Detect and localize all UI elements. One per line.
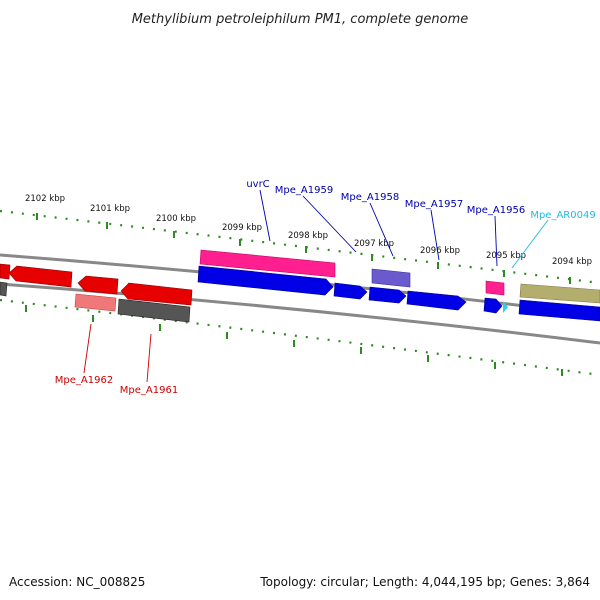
- leader-mpe-a1957: [430, 209, 440, 261]
- ruler-label: 2096 kbp: [420, 246, 460, 256]
- ruler-label: 2098 kbp: [288, 231, 328, 241]
- gene-mpe-ar0049[interactable]: [503, 301, 508, 313]
- leader-mpe-ar0049: [511, 219, 549, 269]
- leader-mpe-a1956: [494, 215, 498, 267]
- label-mpe-a1959[interactable]: Mpe_A1959: [275, 185, 333, 196]
- gene-uvrC[interactable]: [199, 249, 336, 278]
- ruler-label: 2102 kbp: [25, 194, 65, 204]
- ruler-label: 2095 kbp: [486, 251, 526, 261]
- gene-blue-cds[interactable]: [333, 282, 368, 300]
- label-leaders: [83, 189, 549, 383]
- label-mpe-a1962[interactable]: Mpe_A1962: [55, 375, 113, 386]
- gene-red-cds-left[interactable]: [0, 263, 11, 280]
- label-mpe-a1961[interactable]: Mpe_A1961: [120, 385, 178, 396]
- ruler-label: 2100 kbp: [156, 214, 196, 224]
- gene-mpe-a1958[interactable]: [368, 286, 407, 304]
- gene-mpe-a1958-feature[interactable]: [371, 268, 411, 288]
- leader-uvrC: [259, 189, 271, 242]
- gene-grey-feature-left[interactable]: [0, 281, 8, 297]
- reverse-track-cds: [0, 263, 193, 306]
- gene-red-cds[interactable]: [120, 282, 193, 306]
- gene-mpe-a1959[interactable]: [197, 265, 334, 296]
- gene-red-cds[interactable]: [8, 265, 73, 288]
- label-mpe-a1958[interactable]: Mpe_A1958: [341, 192, 399, 203]
- ruler-label: 2099 kbp: [222, 223, 262, 233]
- gene-mpe-a1956[interactable]: [483, 297, 503, 314]
- reverse-track-lower: [0, 281, 191, 323]
- label-uvrC[interactable]: uvrC: [246, 179, 269, 190]
- forward-track-upper: [199, 249, 600, 304]
- outer-ruler: [0, 209, 600, 285]
- ruler-labels: 2102 kbp 2101 kbp 2100 kbp 2099 kbp 2098…: [25, 194, 592, 267]
- gene-mpe-a1961[interactable]: [117, 298, 191, 323]
- accession-text: Accession: NC_008825: [9, 575, 145, 589]
- leader-mpe-a1958: [369, 202, 394, 257]
- gene-olive-feature[interactable]: [519, 283, 600, 304]
- label-mpe-a1957[interactable]: Mpe_A1957: [405, 199, 463, 210]
- label-mpe-a1956[interactable]: Mpe_A1956: [467, 205, 525, 216]
- inner-ruler: [0, 298, 600, 377]
- gene-mpe-a1956-feature[interactable]: [485, 280, 505, 296]
- ruler-label: 2097 kbp: [354, 239, 394, 249]
- backbone-inner-line: [0, 282, 600, 345]
- ruler-label: 2101 kbp: [90, 204, 130, 214]
- gene-red-cds[interactable]: [77, 275, 119, 295]
- ruler-label: 2094 kbp: [552, 257, 592, 267]
- gene-mpe-a1962[interactable]: [74, 293, 117, 312]
- gene-blue-cds-right[interactable]: [518, 299, 600, 322]
- gene-mpe-a1957[interactable]: [406, 290, 467, 311]
- leader-mpe-a1962: [83, 323, 92, 374]
- leader-mpe-a1961: [146, 333, 152, 383]
- genome-summary-text: Topology: circular; Length: 4,044,195 bp…: [259, 575, 590, 589]
- leader-mpe-a1959: [302, 195, 357, 253]
- gene-labels: uvrC Mpe_A1959 Mpe_A1958 Mpe_A1957 Mpe_A…: [55, 179, 596, 396]
- label-mpe-ar0049[interactable]: Mpe_AR0049: [530, 210, 595, 221]
- forward-track-cds: [197, 265, 600, 322]
- map-title: Methylibium petroleiphilum PM1, complete…: [132, 12, 469, 27]
